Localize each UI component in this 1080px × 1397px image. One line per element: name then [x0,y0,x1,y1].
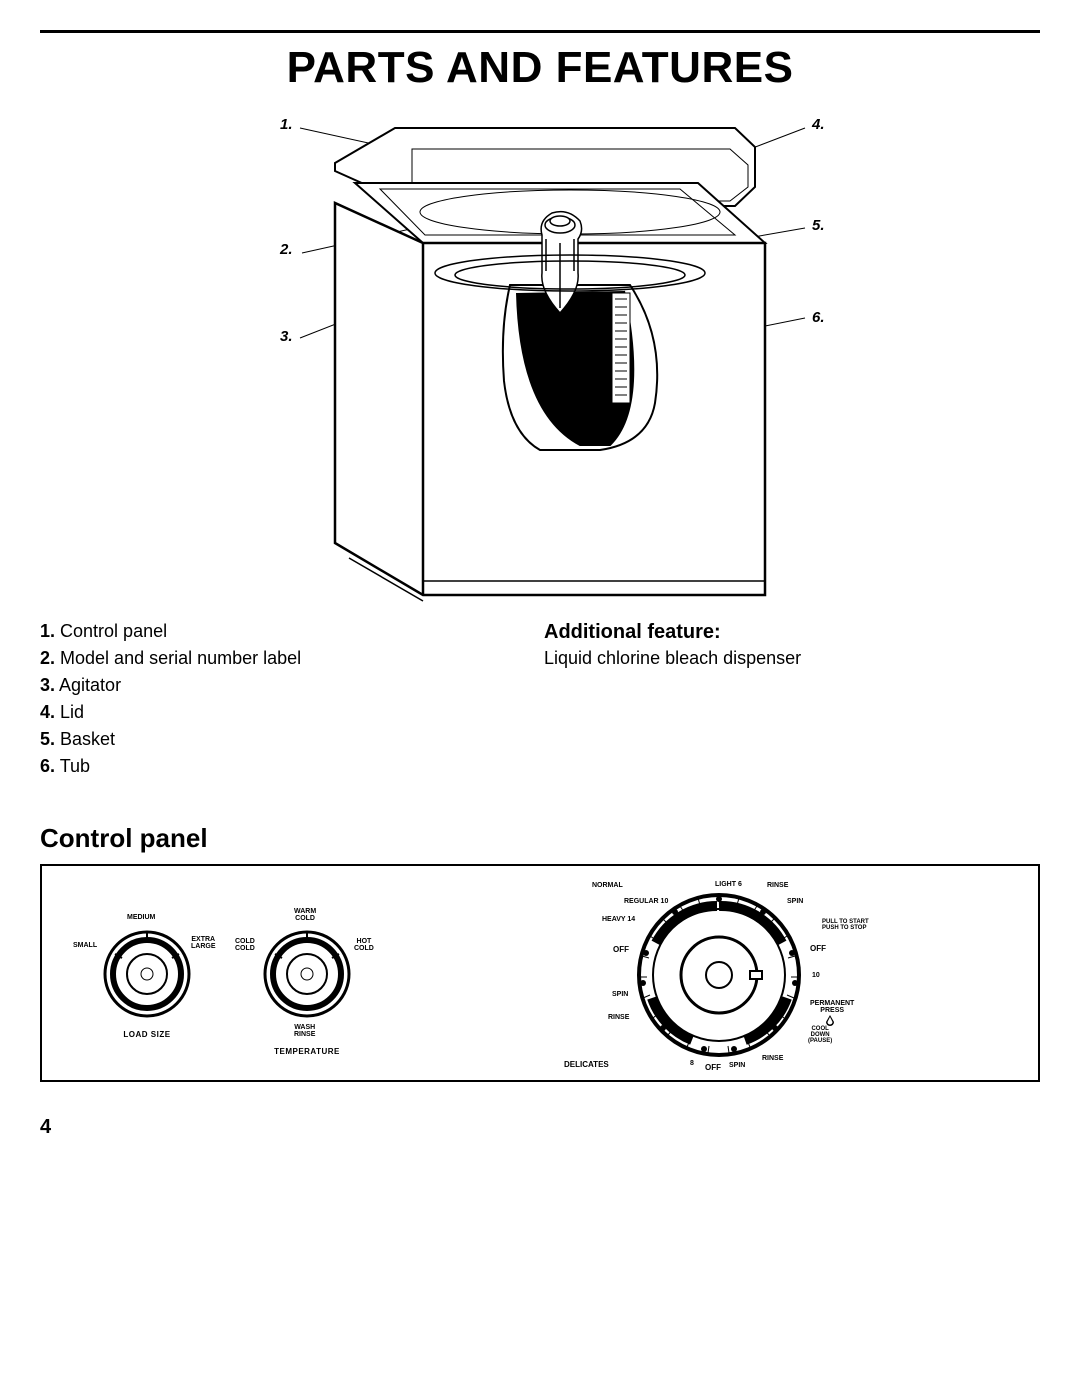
droplet-icon [824,1014,836,1028]
temp-opt-washrinse: WASH RINSE [294,1024,315,1038]
dial-10: 10 [812,972,820,979]
parts-item: 2. Model and serial number label [40,648,536,669]
dial-delicates: DELICATES [564,1060,609,1069]
dial-spin-l: SPIN [612,991,628,998]
dial-regular10: REGULAR 10 [624,898,668,905]
temp-opt-hotcold: HOT COLD [354,938,374,952]
parts-item: 5. Basket [40,729,536,750]
dial-perm: PERMANENT PRESS [810,1000,854,1014]
parts-num: 1. [40,621,55,641]
callout-5: 5. [812,217,825,234]
control-panel-figure: LOAD SIZE SMALL MEDIUM EXTRA LARGE TEMPE… [40,864,1040,1082]
dial-off-b: OFF [705,1063,721,1072]
dial-off-l: OFF [613,945,629,954]
parts-label: Agitator [59,675,121,695]
additional-text: Liquid chlorine bleach dispenser [544,648,1040,669]
top-rule [40,30,1040,33]
dial-rinse-l: RINSE [608,1014,629,1021]
callout-3: 3. [280,328,293,345]
parts-label: Tub [60,756,90,776]
parts-columns: 1. Control panel 2. Model and serial num… [40,621,1040,783]
parts-item: 4. Lid [40,702,536,723]
dial-normal: NORMAL [592,882,623,889]
temp-opt-coldcold: COLD COLD [235,938,255,952]
dial-rinse-r: RINSE [767,882,788,889]
dial-spin-r: SPIN [787,898,803,905]
parts-num: 6. [40,756,55,776]
dial-rinse-b: RINSE [762,1055,783,1062]
knob-icon [257,924,357,1024]
dial-icon [632,888,806,1062]
additional-heading: Additional feature: [544,621,1040,644]
parts-num: 2. [40,648,55,668]
washer-diagram: 1. 2. 3. 4. 5. 6. [180,113,900,603]
parts-num: 4. [40,702,55,722]
cycle-dial: NORMAL LIGHT 6 REGULAR 10 HEAVY 14 OFF S… [632,888,806,1062]
temperature-knob: TEMPERATURE COLD COLD WARM COLD HOT COLD… [257,924,357,1024]
parts-list: 1. Control panel 2. Model and serial num… [40,621,536,777]
dial-spin-b: SPIN [729,1062,745,1069]
parts-label: Lid [60,702,84,722]
load-size-knob: LOAD SIZE SMALL MEDIUM EXTRA LARGE [97,924,197,1024]
parts-item: 3. Agitator [40,675,536,696]
parts-label: Model and serial number label [60,648,301,668]
callout-6: 6. [812,309,825,326]
dial-heavy14: HEAVY 14 [602,916,635,923]
knob-label: LOAD SIZE [87,1030,207,1039]
parts-label: Basket [60,729,115,749]
load-opt-extra-large: EXTRA LARGE [191,936,216,950]
page: PARTS AND FEATURES [40,30,1040,1139]
parts-list-col: 1. Control panel 2. Model and serial num… [40,621,536,783]
washer-svg [180,113,900,603]
knob-icon [97,924,197,1024]
parts-num: 5. [40,729,55,749]
parts-item: 1. Control panel [40,621,536,642]
callout-2: 2. [280,241,293,258]
page-number: 4 [40,1116,1040,1139]
dial-pull: PULL TO START PUSH TO STOP [822,919,869,931]
callout-4: 4. [812,116,825,133]
page-title: PARTS AND FEATURES [40,43,1040,93]
parts-num: 3. [40,675,55,695]
dial-cool: COOL DOWN (PAUSE) [808,1026,832,1044]
dial-light6: LIGHT 6 [715,881,742,888]
parts-label: Control panel [60,621,167,641]
load-opt-medium: MEDIUM [127,914,155,921]
parts-item: 6. Tub [40,756,536,777]
knob-label: TEMPERATURE [247,1047,367,1056]
section-heading: Control panel [40,823,1040,854]
temp-opt-warmcold: WARM COLD [294,908,316,922]
additional-col: Additional feature: Liquid chlorine blea… [536,621,1040,783]
dial-off-r: OFF [810,944,826,953]
callout-1: 1. [280,116,293,133]
load-opt-small: SMALL [73,942,97,949]
dial-8: 8 [690,1060,694,1067]
